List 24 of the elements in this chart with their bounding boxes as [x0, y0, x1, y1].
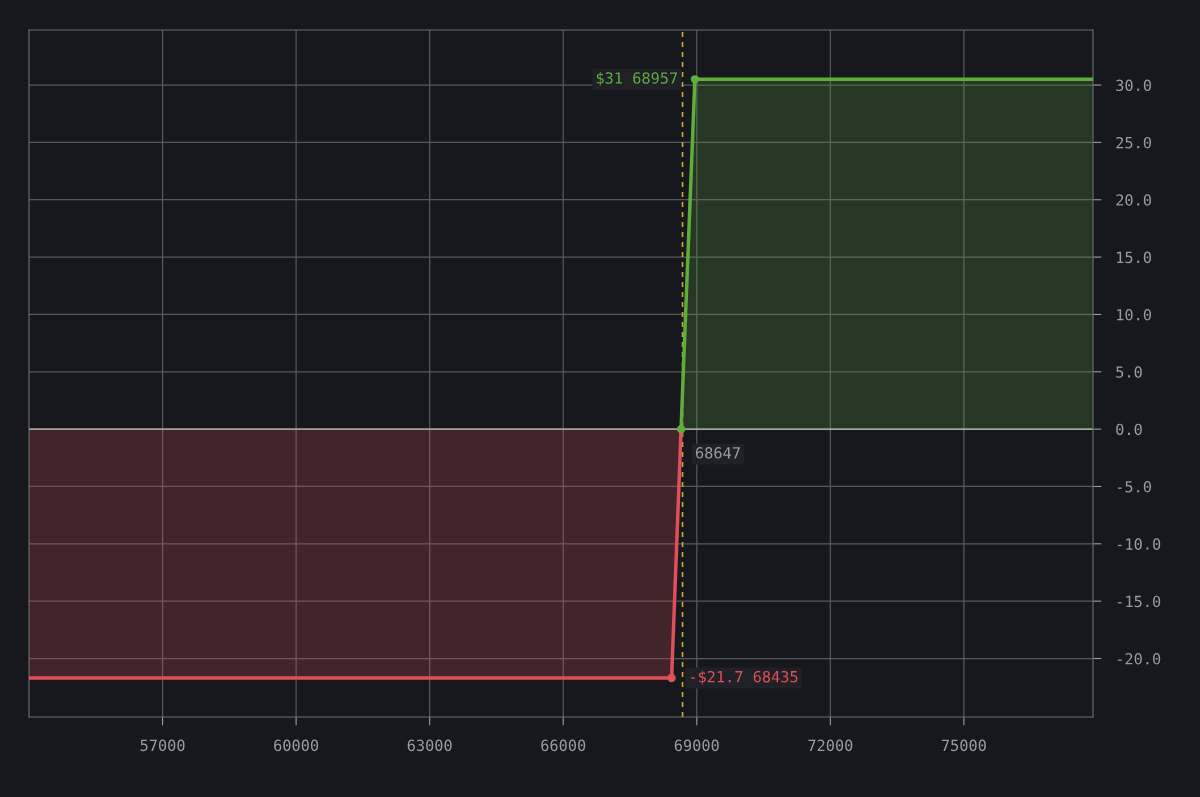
y-tick-label: -10.0: [1117, 538, 1161, 550]
annotation: 68647: [695, 447, 740, 459]
x-tick-label: 57000: [140, 739, 185, 752]
y-tick-label: -5.0: [1117, 480, 1152, 493]
annotation: $31 68957: [596, 71, 678, 86]
x-tick-label: 69000: [674, 739, 719, 752]
y-tick-label: 20.0: [1116, 194, 1152, 206]
y-tick-label: 0.0: [1116, 423, 1142, 436]
y-tick-label: -15.0: [1117, 595, 1161, 608]
y-tick-label: 15.0: [1117, 251, 1152, 264]
x-tick-label: 60000: [274, 739, 319, 752]
point: [676, 424, 686, 434]
x-tick-label: 72000: [808, 739, 853, 752]
point: [667, 673, 676, 683]
x-tick-label: 63000: [407, 739, 452, 752]
y-tick-label: 5.0: [1116, 366, 1142, 378]
x-tick-label: 75000: [941, 739, 986, 752]
annotation: -$21.7 68435: [690, 670, 798, 685]
point: [690, 75, 700, 84]
y-tick-label: 10.0: [1117, 308, 1152, 321]
y-tick-label: -20.0: [1117, 653, 1161, 665]
y-tick-label: 25.0: [1116, 136, 1152, 149]
y-tick-label: 30.0: [1116, 79, 1152, 92]
x-tick-label: 66000: [541, 739, 586, 752]
